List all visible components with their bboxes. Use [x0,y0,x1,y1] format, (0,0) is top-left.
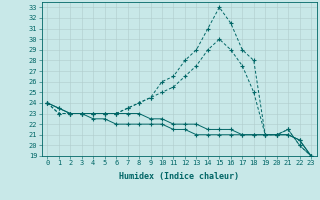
X-axis label: Humidex (Indice chaleur): Humidex (Indice chaleur) [119,172,239,181]
